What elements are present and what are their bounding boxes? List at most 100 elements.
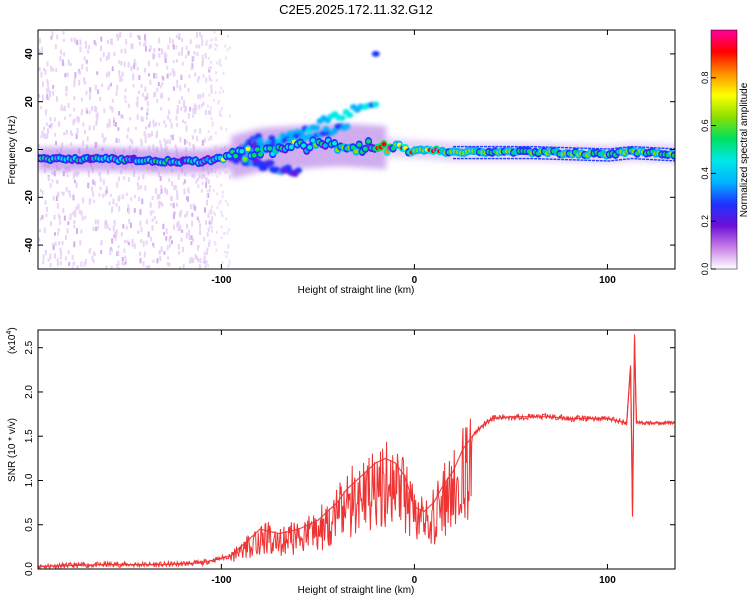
- noise-cell: [176, 105, 179, 111]
- streak-cell: [371, 50, 380, 57]
- snr-y-tick-label: 1.5: [24, 429, 35, 443]
- noise-cell: [47, 85, 50, 91]
- noise-cell: [181, 61, 184, 66]
- noise-cell: [66, 72, 69, 78]
- colorbar-ramp: [710, 29, 738, 270]
- noise-cell: [137, 90, 140, 95]
- spectrogram-heatmap: [38, 30, 675, 269]
- noise-cell: [228, 46, 231, 50]
- noise-cell: [82, 197, 85, 204]
- noise-cell: [205, 177, 208, 183]
- ridge-edge: [476, 157, 480, 160]
- noise-cell: [101, 83, 104, 87]
- noise-cell: [218, 172, 221, 176]
- noise-cell: [136, 114, 139, 120]
- noise-cell: [80, 210, 83, 216]
- noise-cell: [207, 56, 210, 60]
- noise-cell: [184, 55, 187, 59]
- noise-cell: [38, 67, 41, 72]
- noise-cell: [120, 78, 123, 82]
- noise-cell: [153, 72, 156, 79]
- noise-cell: [176, 109, 179, 114]
- noise-cell: [47, 176, 50, 182]
- noise-cell: [164, 124, 167, 128]
- noise-cell: [158, 53, 161, 58]
- noise-cell: [160, 184, 163, 189]
- noise-cell: [210, 135, 213, 141]
- noise-cell: [77, 119, 80, 124]
- noise-cell: [118, 111, 121, 116]
- ridge-edge: [549, 158, 553, 160]
- noise-cell: [144, 46, 147, 52]
- noise-cell: [209, 219, 212, 223]
- noise-cell: [124, 88, 127, 93]
- noise-cell: [39, 188, 42, 193]
- noise-cell: [51, 179, 54, 183]
- ridge-edge: [611, 159, 615, 162]
- noise-cell: [169, 118, 172, 123]
- noise-cell: [149, 45, 152, 51]
- noise-cell: [40, 135, 43, 139]
- noise-cell: [156, 258, 159, 264]
- noise-cell: [95, 120, 98, 127]
- noise-cell: [189, 106, 192, 112]
- noise-cell: [118, 70, 121, 76]
- noise-cell: [174, 144, 177, 149]
- noise-cell: [208, 66, 211, 70]
- noise-cell: [222, 89, 225, 93]
- ridge-edge: [584, 147, 588, 149]
- noise-cell: [150, 236, 153, 242]
- snr-y-ticks: 0.0 0.5 1.0 1.5 2.0 2.5: [24, 340, 675, 576]
- noise-cell: [130, 197, 133, 201]
- noise-cell: [109, 247, 112, 251]
- ridge-cell: [251, 153, 257, 158]
- noise-cell: [166, 139, 169, 144]
- noise-cell: [140, 106, 143, 111]
- noise-cell: [137, 176, 140, 181]
- noise-cell: [185, 232, 188, 239]
- noise-cell: [196, 245, 199, 251]
- noise-cell: [160, 246, 163, 253]
- spectrogram-x-tick-label: -100: [211, 275, 231, 286]
- ridge-edge: [661, 159, 665, 161]
- noise-cell: [97, 225, 100, 230]
- noise-cell: [206, 104, 209, 108]
- noise-cell: [211, 226, 214, 230]
- noise-cell: [216, 192, 219, 196]
- noise-cell: [143, 251, 146, 258]
- noise-cell: [156, 87, 159, 92]
- ridge-edge: [642, 146, 646, 148]
- noise-cell: [73, 96, 76, 101]
- noise-cell: [87, 170, 90, 176]
- ridge-edge: [460, 145, 464, 148]
- noise-cell: [60, 250, 63, 257]
- noise-cell: [104, 190, 107, 197]
- ridge-edge: [673, 160, 675, 162]
- ridge-cell: [245, 146, 251, 152]
- noise-cell: [58, 121, 61, 126]
- noise-cell: [176, 202, 179, 207]
- noise-cell: [160, 106, 163, 111]
- noise-cell: [58, 216, 61, 221]
- noise-cell: [168, 243, 171, 248]
- noise-cell: [70, 142, 73, 146]
- noise-cell: [181, 46, 184, 51]
- noise-cell: [131, 139, 134, 145]
- noise-cell: [171, 39, 174, 45]
- noise-cell: [73, 77, 76, 84]
- noise-cell: [193, 103, 196, 110]
- noise-cell: [123, 239, 126, 244]
- noise-cell: [83, 56, 86, 61]
- noise-cell: [166, 262, 169, 266]
- noise-cell: [210, 84, 213, 90]
- noise-cell: [175, 34, 178, 39]
- noise-cell: [189, 204, 192, 210]
- noise-cell: [123, 61, 126, 67]
- noise-cell: [47, 258, 50, 262]
- noise-cell: [59, 247, 62, 251]
- ridge-edge: [599, 148, 603, 150]
- noise-cell: [105, 265, 108, 269]
- noise-cell: [207, 130, 210, 134]
- noise-cell: [211, 216, 214, 222]
